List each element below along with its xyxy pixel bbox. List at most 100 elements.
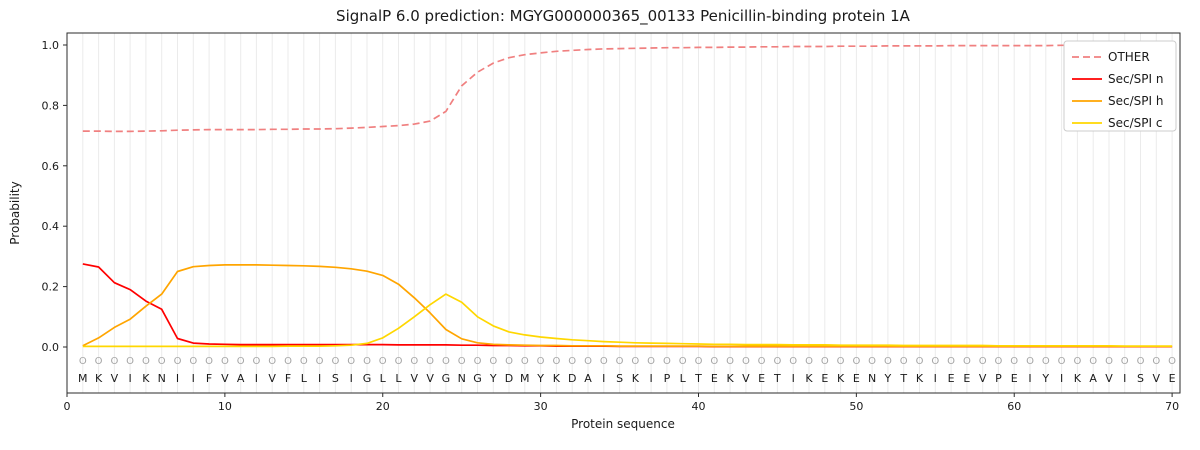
residue-letter: I (1123, 372, 1126, 385)
residue-marker: O (237, 356, 245, 367)
residue-marker: O (600, 356, 608, 367)
plot-frame (66, 32, 1181, 394)
residue-letter: Y (536, 372, 544, 385)
residue-marker: O (852, 356, 860, 367)
residue-marker: O (158, 356, 166, 367)
residue-marker: O (773, 356, 781, 367)
residue-letter: Y (884, 372, 892, 385)
residue-letter: I (1028, 372, 1031, 385)
series-line-sec-spi-h (82, 264, 1173, 348)
legend-label: Sec/SPI h (1108, 94, 1163, 108)
residue-marker: O (505, 356, 513, 367)
residue-letter: F (285, 372, 291, 385)
residue-marker: O (1105, 356, 1113, 367)
y-tick-label: 0.0 (42, 341, 60, 354)
residue-letter: K (553, 372, 561, 385)
residue-marker: O (300, 356, 308, 367)
legend-box (1063, 40, 1177, 132)
residue-marker: O (1058, 356, 1066, 367)
residue-letter: I (255, 372, 258, 385)
residue-marker: O (1042, 356, 1050, 367)
residue-letter: N (868, 372, 876, 385)
residue-letter: M (520, 372, 530, 385)
residue-marker: O (805, 356, 813, 367)
y-tick-label: 1.0 (42, 39, 60, 52)
residue-letter: T (694, 372, 702, 385)
residue-letter: G (442, 372, 451, 385)
residue-marker: O (189, 356, 197, 367)
residue-marker: O (474, 356, 482, 367)
x-tick-label: 30 (534, 400, 548, 413)
residue-marker: O (442, 356, 450, 367)
residue-marker: O (284, 356, 292, 367)
residue-marker: O (458, 356, 466, 367)
residue-marker: O (95, 356, 103, 367)
residue-marker: O (821, 356, 829, 367)
gridlines (82, 33, 1173, 393)
residue-marker: O (537, 356, 545, 367)
x-tick-label: 20 (376, 400, 390, 413)
residue-marker: O (994, 356, 1002, 367)
residue-marker: O (316, 356, 324, 367)
residue-marker: O (742, 356, 750, 367)
residue-letter: N (158, 372, 166, 385)
x-tick-label: 40 (691, 400, 705, 413)
x-tick-label: 10 (218, 400, 232, 413)
residue-marker: O (1026, 356, 1034, 367)
residue-marker: O (268, 356, 276, 367)
residue-letter: I (318, 372, 321, 385)
y-tick-label: 0.4 (42, 220, 60, 233)
residue-marker: O (868, 356, 876, 367)
residue-marker: O (695, 356, 703, 367)
residue-letter: D (568, 372, 576, 385)
residue-letter: I (602, 372, 605, 385)
residue-marker: O (568, 356, 576, 367)
residue-letter: F (206, 372, 212, 385)
residue-marker: O (410, 356, 418, 367)
residue-letter: L (680, 372, 687, 385)
residue-marker: O (1073, 356, 1081, 367)
residue-marker: O (363, 356, 371, 367)
residue-marker: O (837, 356, 845, 367)
residue-letter: K (632, 372, 640, 385)
residue-letter: V (1153, 372, 1161, 385)
axis-ticks: 0 10 20 30 40 50 60 70 0.0 0.2 0.4 0.6 0.8 1.0 (42, 39, 1180, 413)
residue-letter: P (664, 372, 671, 385)
residue-letter: E (758, 372, 765, 385)
residue-letter: V (426, 372, 434, 385)
residue-marker: O (710, 356, 718, 367)
residue-marker: O (663, 356, 671, 367)
residue-letter: V (742, 372, 750, 385)
residue-letter: T (899, 372, 907, 385)
residue-marker: O (884, 356, 892, 367)
residue-marker: O (552, 356, 560, 367)
residue-marker: O (1121, 356, 1129, 367)
legend-label: Sec/SPI c (1108, 116, 1162, 130)
residue-letter: L (380, 372, 387, 385)
residue-letter: I (350, 372, 353, 385)
residue-letter: K (95, 372, 103, 385)
residue-letter: A (1089, 372, 1097, 385)
residue-letter: Y (489, 372, 497, 385)
residue-letter: K (142, 372, 150, 385)
residue-letter: E (948, 372, 955, 385)
residue-letter: P (995, 372, 1002, 385)
residue-marker: O (221, 356, 229, 367)
residue-annotations: OMOKOVOIOKONOIOIOFOVOAOIOVOFOLOIOSOIOGOL… (78, 356, 1176, 385)
residue-letter: V (979, 372, 987, 385)
legend-label: OTHER (1108, 50, 1150, 64)
residue-marker: O (1168, 356, 1176, 367)
x-tick-label: 0 (64, 400, 71, 413)
residue-letter: I (176, 372, 179, 385)
residue-letter: V (411, 372, 419, 385)
residue-letter: V (111, 372, 119, 385)
residue-letter: I (128, 372, 131, 385)
residue-letter: I (934, 372, 937, 385)
residue-letter: E (853, 372, 860, 385)
residue-marker: O (916, 356, 924, 367)
residue-marker: O (379, 356, 387, 367)
x-axis-label: Protein sequence (571, 417, 675, 431)
chart-title: SignalP 6.0 prediction: MGYG000000365_00… (336, 7, 911, 26)
residue-marker: O (426, 356, 434, 367)
